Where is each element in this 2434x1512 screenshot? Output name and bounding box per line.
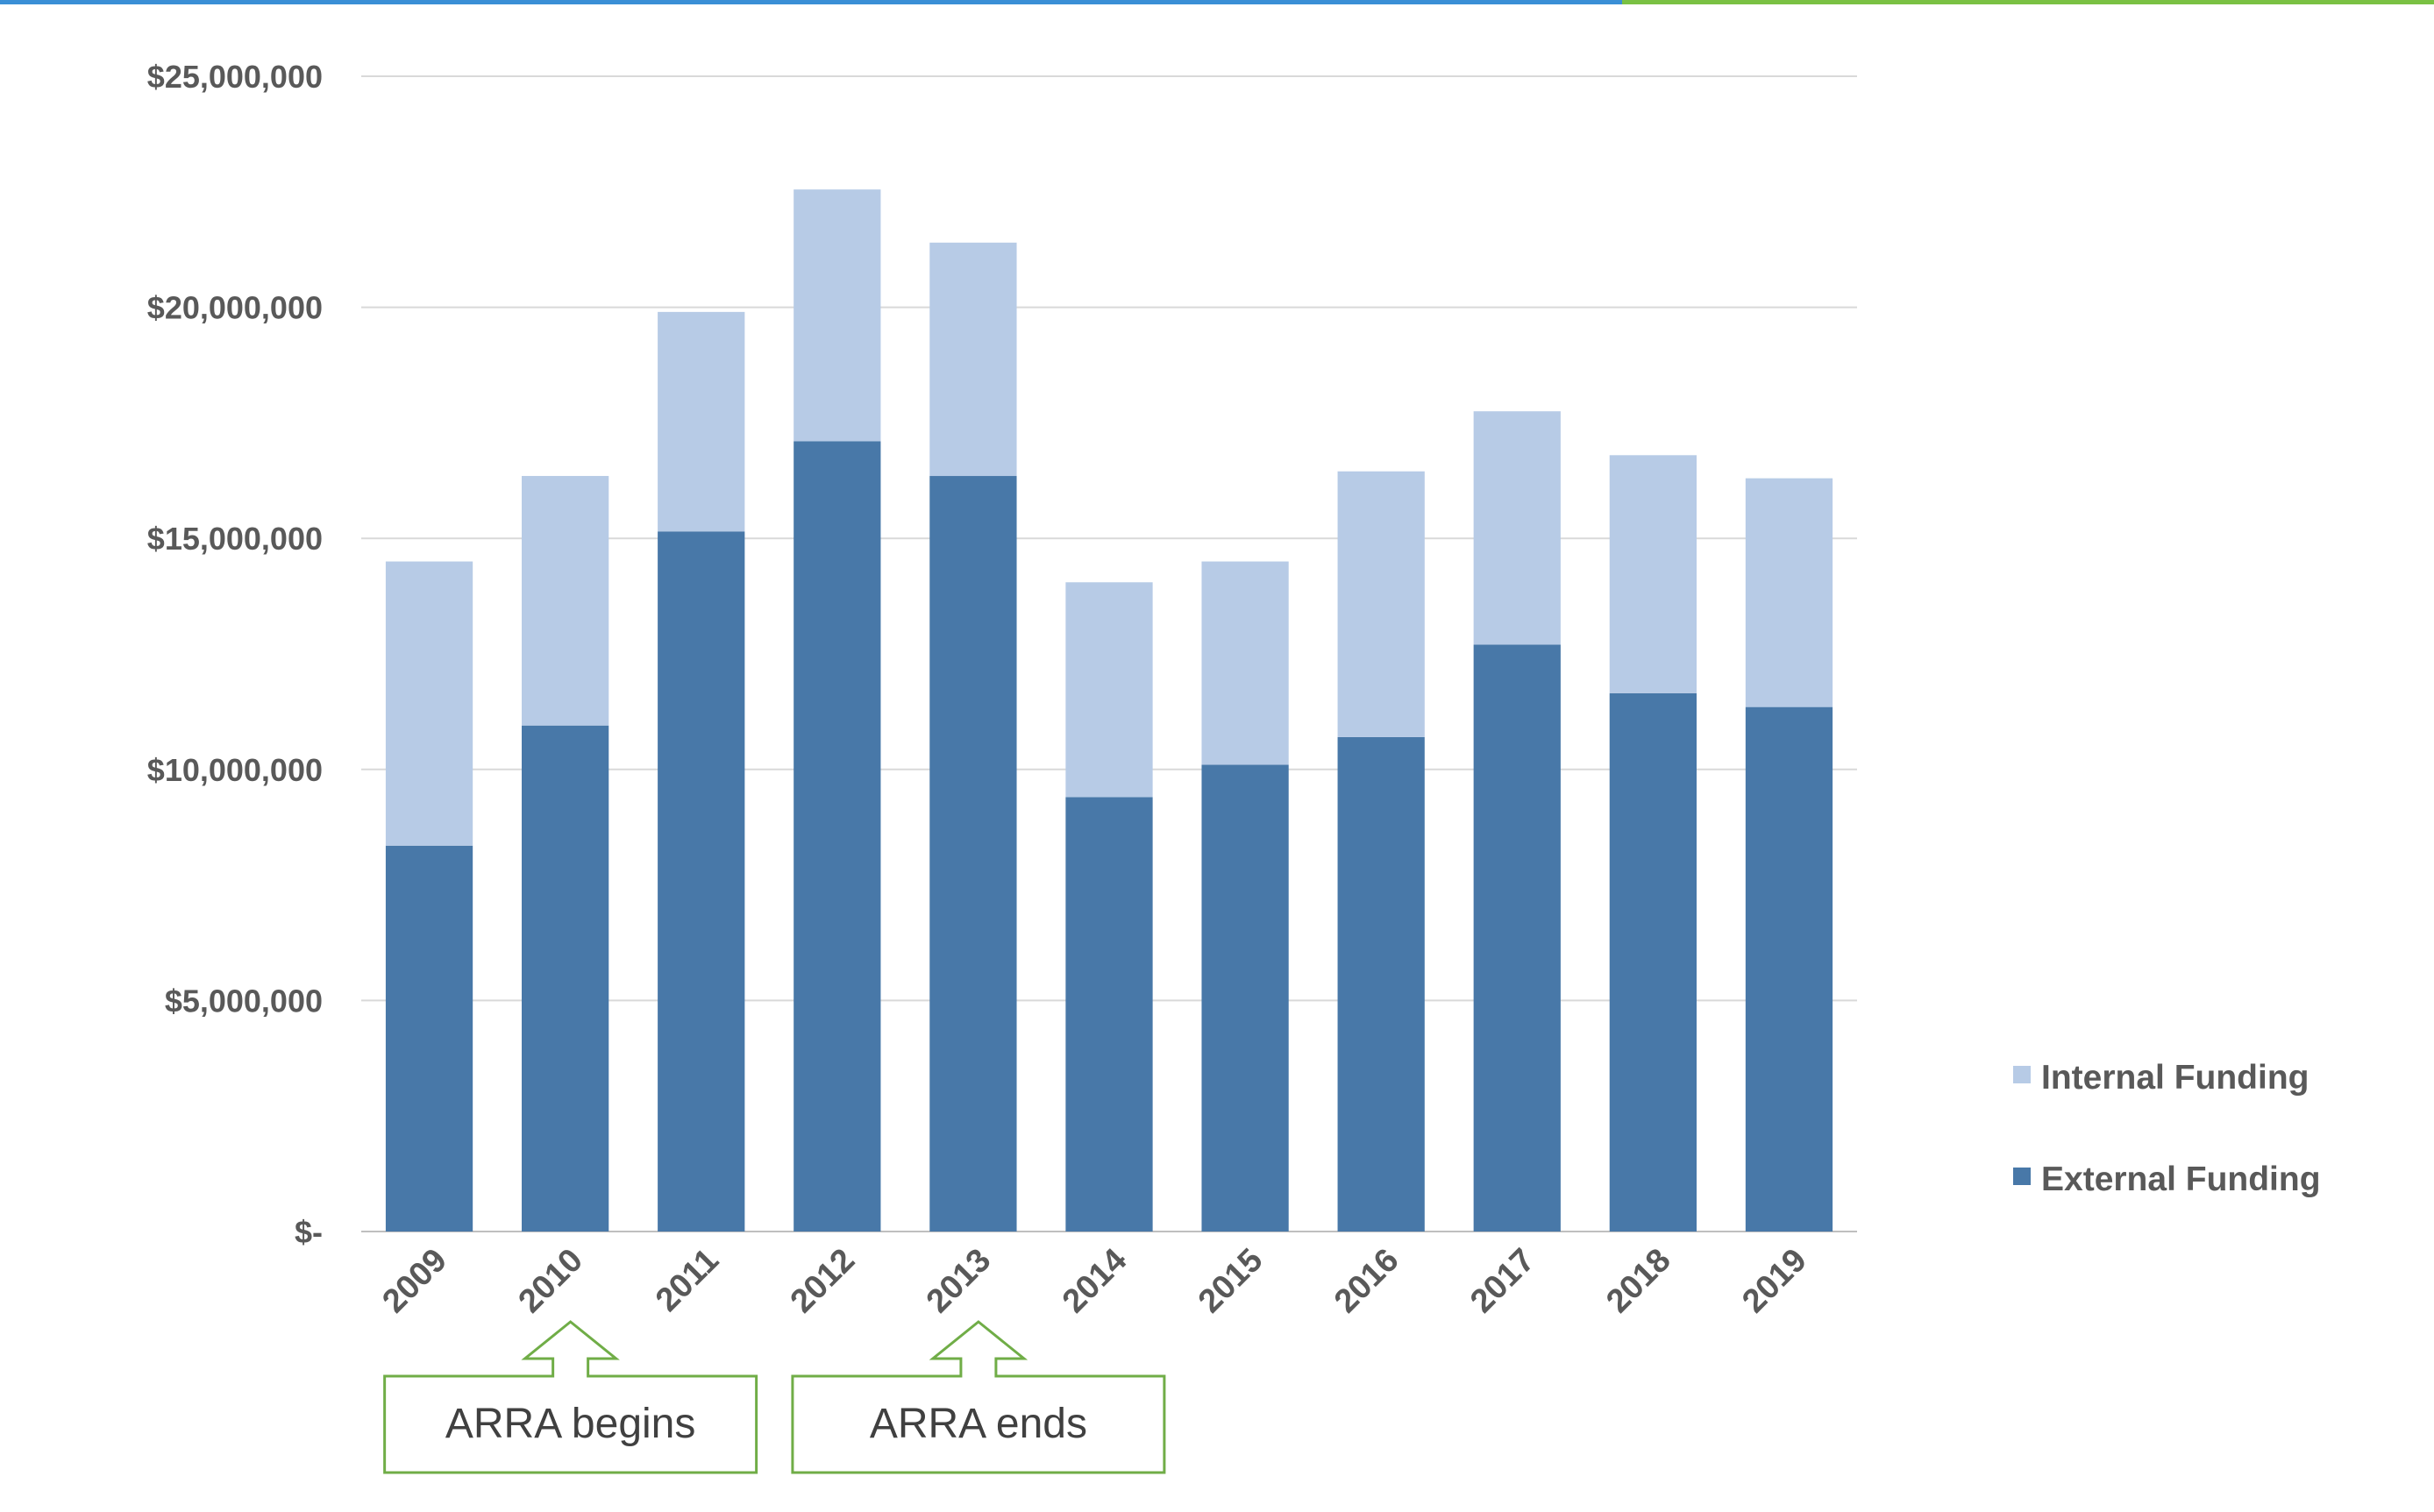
x-tick-label: 2011 [649,1242,726,1319]
top-bar-green [1622,0,2434,4]
bar-internal-2016 [1337,471,1425,737]
legend: Internal Funding External Funding [2013,1059,2321,1198]
legend-label-external: External Funding [2041,1161,2321,1198]
annotations: ARRA begins ARRA ends [383,1320,1166,1474]
bar-internal-2013 [929,242,1017,477]
bar-external-2019 [1745,706,1833,1232]
bar-external-2012 [794,441,881,1232]
x-tick-label: 2018 [1599,1242,1677,1320]
x-tick-label: 2014 [1056,1242,1134,1320]
y-axis-ticks: $- $5,000,000 $10,000,000 $15,000,000 $20,00… [147,59,323,1250]
bar-internal-2017 [1473,411,1561,645]
x-tick-label: 2015 [1192,1242,1270,1320]
annotation-callout-box [791,1320,1166,1474]
bar-internal-2009 [385,561,473,846]
y-tick-label: $15,000,000 [147,521,323,557]
annotation-label: ARRA begins [445,1401,696,1447]
x-tick-label: 2009 [375,1242,453,1320]
y-tick-label: $20,000,000 [147,290,323,326]
y-tick-label: $25,000,000 [147,59,323,95]
x-axis-ticks: 2009 2010 2011 2012 2013 2014 2015 2016 2017 2018… [375,1242,1813,1320]
x-tick-label: 2010 [512,1242,590,1320]
bar-external-2011 [658,531,745,1232]
y-tick-label: $- [295,1214,323,1250]
bar-internal-2019 [1745,478,1833,707]
bars [385,189,1833,1232]
top-bar-blue [0,0,1622,4]
bar-external-2015 [1201,764,1289,1232]
bar-external-2016 [1337,736,1425,1232]
bar-external-2018 [1609,692,1697,1232]
bar-internal-2010 [522,476,609,726]
x-tick-label: 2013 [920,1242,998,1320]
bar-internal-2014 [1065,582,1153,798]
bar-internal-2012 [794,189,881,442]
x-tick-label: 2016 [1327,1242,1406,1320]
x-tick-label: 2019 [1735,1242,1813,1320]
bar-internal-2015 [1201,561,1289,765]
bar-internal-2011 [658,311,745,532]
y-tick-label: $5,000,000 [165,983,323,1019]
legend-swatch-internal [2013,1066,2031,1083]
legend-label-internal: Internal Funding [2041,1059,2309,1097]
bar-external-2010 [522,725,609,1232]
annotation-callout-box [383,1320,758,1474]
x-tick-label: 2012 [784,1242,862,1320]
bar-external-2009 [385,845,473,1232]
x-tick-label: 2017 [1463,1242,1541,1320]
bar-external-2017 [1473,644,1561,1232]
bar-external-2014 [1065,797,1153,1232]
annotation-label: ARRA ends [870,1401,1087,1447]
bar-internal-2018 [1609,455,1697,693]
bar-external-2013 [929,476,1017,1232]
legend-swatch-external [2013,1168,2031,1185]
y-tick-label: $10,000,000 [147,752,323,788]
